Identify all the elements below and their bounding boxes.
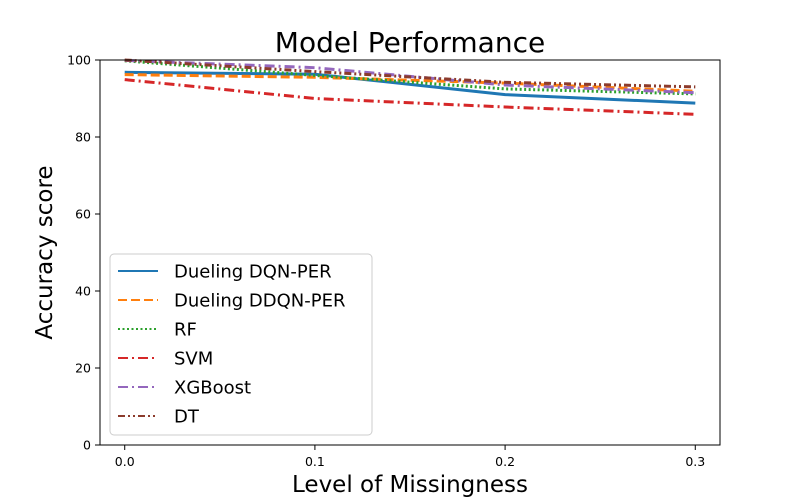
y-tick-label: 40 bbox=[75, 284, 91, 299]
x-axis-ticks: 0.0 0.1 0.2 0.3 bbox=[115, 445, 705, 469]
y-tick-label: 100 bbox=[67, 53, 91, 68]
y-axis-label: Accuracy score bbox=[32, 165, 58, 339]
legend-label: RF bbox=[174, 320, 197, 341]
x-tick-label: 0.3 bbox=[685, 454, 705, 469]
legend-box bbox=[109, 253, 373, 436]
legend-label: Dueling DQN-PER bbox=[174, 262, 332, 283]
x-tick-label: 0.1 bbox=[305, 454, 325, 469]
legend-label: Dueling DDQN-PER bbox=[174, 291, 345, 312]
x-tick-label: 0.2 bbox=[495, 454, 515, 469]
legend: Dueling DQN-PER Dueling DDQN-PER RF SVM XGBo… bbox=[109, 253, 373, 436]
y-tick-label: 80 bbox=[75, 130, 91, 145]
y-axis-ticks: 0 20 40 60 80 100 bbox=[67, 53, 100, 453]
legend-label: DT bbox=[174, 407, 200, 428]
legend-label: SVM bbox=[174, 349, 213, 370]
y-tick-label: 0 bbox=[83, 438, 91, 453]
chart-title: Model Performance bbox=[275, 26, 545, 59]
legend-label: XGBoost bbox=[174, 378, 251, 399]
plot-frame bbox=[99, 59, 721, 446]
x-tick-label: 0.0 bbox=[115, 454, 135, 469]
series-line-rf bbox=[124, 59, 696, 96]
y-tick-label: 20 bbox=[75, 361, 91, 376]
series-line-dt bbox=[124, 58, 696, 89]
x-axis-label: Level of Missingness bbox=[292, 472, 528, 498]
series-line-dueling-dqn-per bbox=[124, 70, 696, 105]
plot-lines bbox=[124, 58, 696, 116]
series-line-svm bbox=[124, 78, 696, 116]
series-line-dueling-ddqn-per bbox=[124, 73, 696, 93]
y-tick-label: 60 bbox=[75, 207, 91, 222]
